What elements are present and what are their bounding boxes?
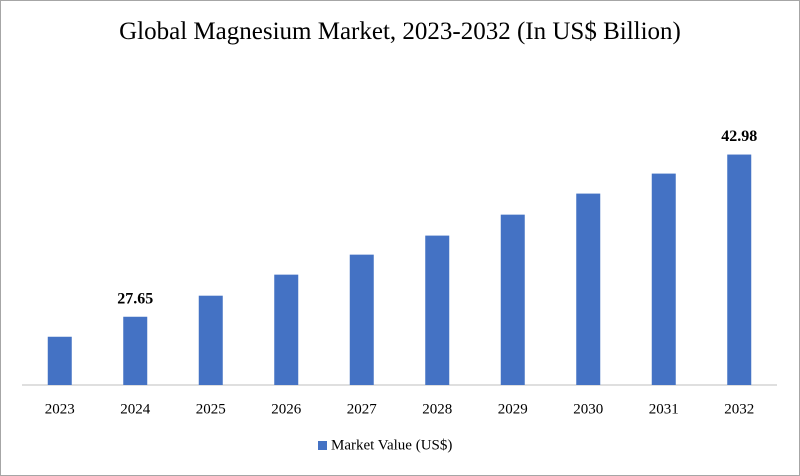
legend-label: Market Value (US$) bbox=[331, 437, 452, 453]
bar bbox=[651, 173, 676, 385]
x-tick-label: 2032 bbox=[724, 401, 754, 417]
x-tick-label: 2031 bbox=[649, 401, 679, 417]
bar bbox=[500, 214, 525, 385]
bar bbox=[425, 235, 450, 385]
bar bbox=[123, 316, 148, 385]
x-tick-label: 2024 bbox=[120, 401, 151, 417]
x-tick-label: 2026 bbox=[271, 401, 302, 417]
x-tick-label: 2028 bbox=[422, 401, 452, 417]
chart-title: Global Magnesium Market, 2023-2032 (In U… bbox=[119, 18, 681, 45]
value-label: 42.98 bbox=[721, 128, 757, 145]
bar bbox=[349, 254, 374, 385]
bar bbox=[727, 154, 752, 385]
x-tick-label: 2027 bbox=[347, 401, 378, 417]
bar bbox=[576, 193, 601, 385]
x-tick-label: 2029 bbox=[498, 401, 528, 417]
x-tick-label: 2025 bbox=[196, 401, 226, 417]
legend-swatch bbox=[318, 441, 327, 450]
bar bbox=[198, 295, 223, 385]
value-label: 27.65 bbox=[117, 290, 153, 307]
x-tick-label: 2030 bbox=[573, 401, 603, 417]
x-tick-label: 2023 bbox=[45, 401, 75, 417]
bar bbox=[47, 336, 72, 385]
bar bbox=[274, 274, 299, 385]
